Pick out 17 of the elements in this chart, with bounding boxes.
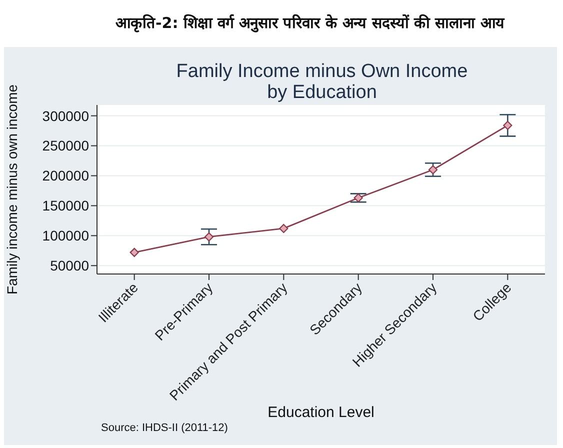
y-axis-title: Family income minus own income bbox=[4, 84, 20, 295]
point bbox=[279, 224, 288, 234]
point bbox=[130, 248, 139, 257]
y-tick-label: 150000 bbox=[42, 198, 90, 214]
x-axis-title: Education Level bbox=[268, 404, 374, 421]
point bbox=[354, 193, 363, 202]
point bbox=[503, 120, 512, 130]
source-note: Source: IHDS-II (2011-12) bbox=[101, 422, 228, 434]
y-tick-label: 200000 bbox=[42, 168, 90, 184]
point bbox=[428, 165, 438, 174]
y-tick-label: 50000 bbox=[50, 258, 90, 274]
chart-title: आकृति-2: शिक्षा वर्ग अनुसार परिवार के अन्य सदस्यों की सालाना आय bbox=[114, 13, 506, 32]
y-tick-label: 250000 bbox=[42, 138, 90, 154]
point bbox=[204, 232, 214, 242]
chart-subtitle: Family Income minus Own Income by Education bbox=[175, 61, 469, 103]
y-tick-label: 100000 bbox=[42, 228, 90, 244]
y-tick-label: 300000 bbox=[42, 108, 90, 124]
